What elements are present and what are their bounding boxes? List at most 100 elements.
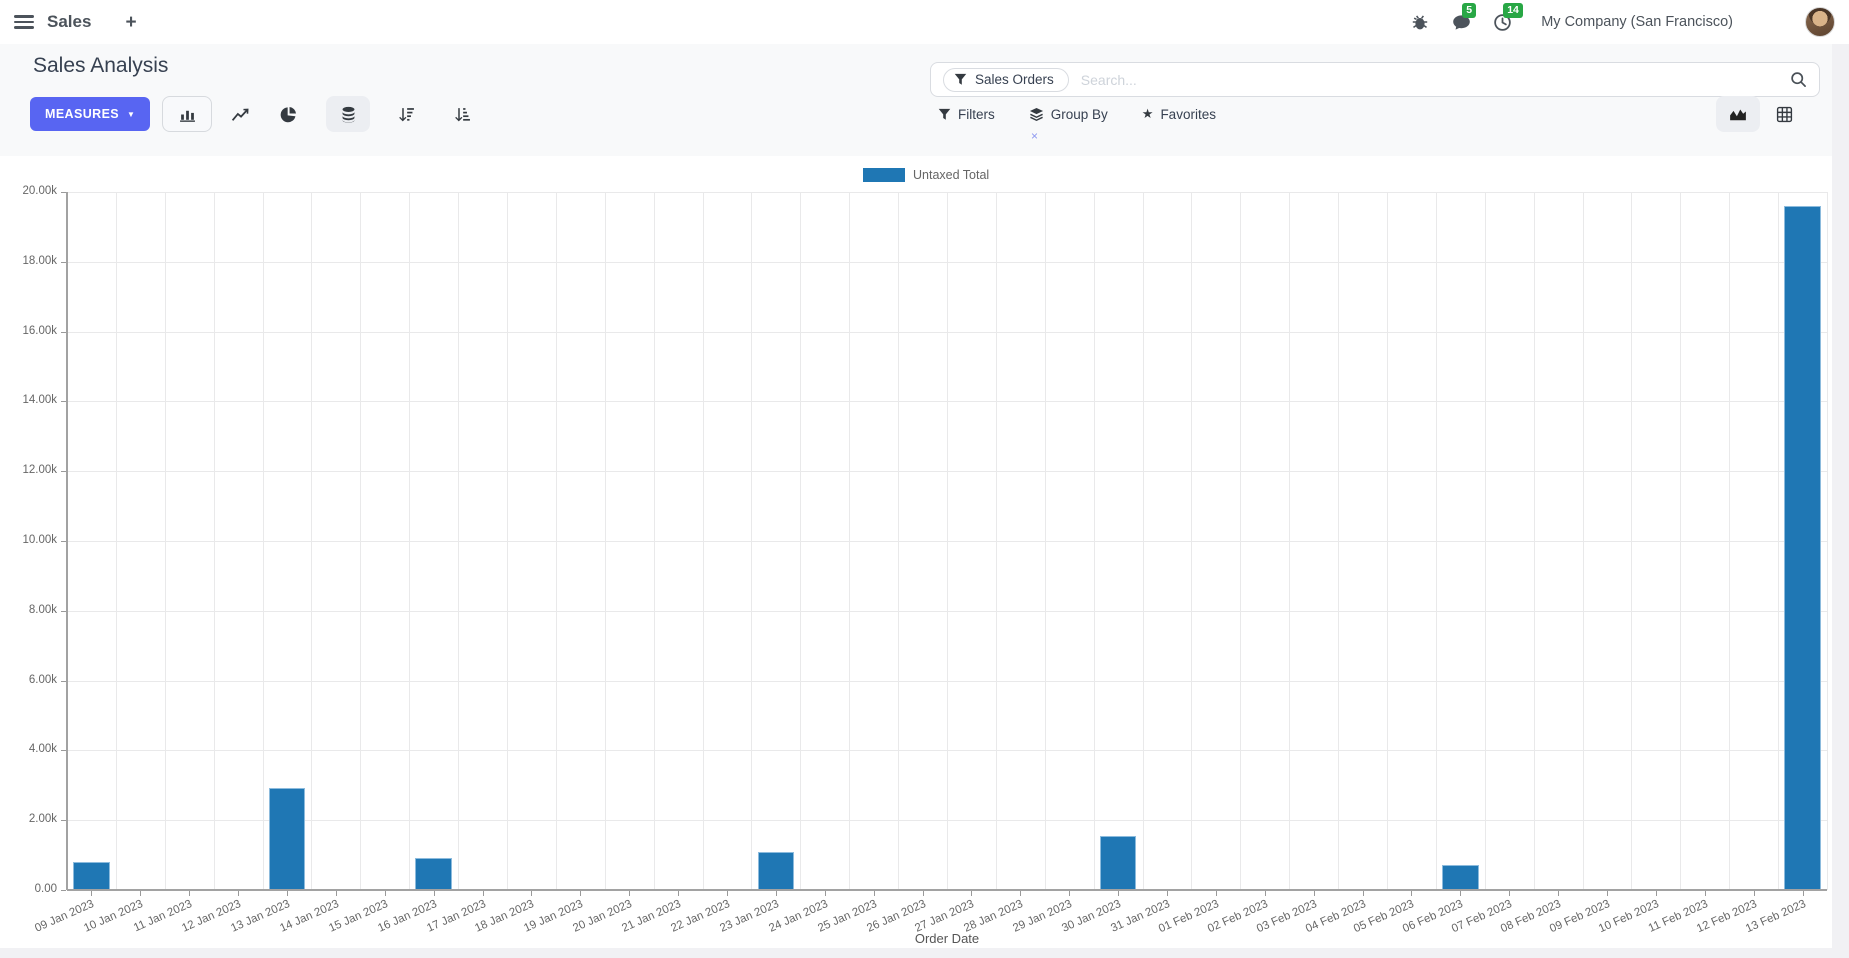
company-switcher[interactable]: My Company (San Francisco) <box>1541 14 1733 30</box>
sort-ascending-button[interactable] <box>442 96 482 132</box>
y-tick-label: 18.00k <box>22 254 57 267</box>
gridline <box>1680 192 1682 890</box>
bar-chart-button[interactable] <box>162 96 213 132</box>
y-tick <box>61 750 66 752</box>
activities-count-badge: 14 <box>1503 3 1523 19</box>
gridline <box>653 192 655 890</box>
group-by-button[interactable]: Group By <box>1029 107 1108 122</box>
layers-icon <box>1029 107 1043 121</box>
search-bar[interactable]: Sales Orders Search... <box>930 62 1820 97</box>
legend-color-swatch <box>863 168 905 182</box>
x-axis-line <box>67 889 1827 891</box>
x-tick <box>1802 891 1804 896</box>
gridline <box>1240 192 1242 890</box>
stacked-toggle-button[interactable] <box>326 96 371 132</box>
x-tick <box>335 891 337 896</box>
x-tick <box>1167 891 1168 896</box>
y-tick <box>61 680 66 682</box>
gridline <box>1289 192 1291 890</box>
gridline <box>1142 192 1144 890</box>
x-tick <box>1118 891 1120 896</box>
filter-icon <box>938 108 951 120</box>
app-menu-sales[interactable]: Sales <box>47 12 92 31</box>
gridline <box>947 192 948 890</box>
graph-view-button[interactable] <box>1716 96 1760 132</box>
bottom-edge <box>0 948 1849 958</box>
y-tick-label: 8.00k <box>28 603 57 616</box>
bar-13-feb-2023[interactable] <box>1784 205 1821 890</box>
y-tick-label: 2.00k <box>28 813 57 826</box>
y-tick <box>61 471 66 473</box>
facet-remove-icon[interactable]: × <box>1031 129 1039 143</box>
x-tick <box>873 891 875 896</box>
x-tick <box>1753 891 1755 896</box>
apps-menu-icon[interactable] <box>14 15 34 29</box>
activities-clock-icon[interactable]: 14 <box>1490 3 1523 34</box>
gridline <box>164 192 166 890</box>
y-tick <box>61 261 66 263</box>
x-tick <box>775 891 777 896</box>
x-tick <box>1069 891 1071 896</box>
systray: 5 14 My Company (San Francisco) <box>1408 3 1835 37</box>
y-tick-label: 6.00k <box>28 673 57 686</box>
x-tick <box>1362 891 1364 896</box>
favorites-button[interactable]: ★ Favorites <box>1141 106 1216 122</box>
x-tick <box>580 891 582 896</box>
x-tick <box>1704 891 1706 896</box>
y-tick-label: 0.00 <box>34 883 57 895</box>
bar-23-jan-2023[interactable] <box>757 851 795 890</box>
bug-icon[interactable] <box>1408 10 1432 34</box>
gridline <box>1631 192 1633 890</box>
y-tick <box>61 820 66 822</box>
filters-button[interactable]: Filters <box>938 107 995 122</box>
search-options-row: Filters Group By ★ Favorites <box>938 96 1216 132</box>
bar-09-jan-2023[interactable] <box>73 862 110 890</box>
x-tick <box>287 891 288 896</box>
y-tick <box>61 541 66 542</box>
legend-item-untaxed-total[interactable]: Untaxed Total <box>863 168 989 182</box>
y-tick-label: 14.00k <box>22 394 57 407</box>
gridline <box>1093 192 1095 890</box>
gridline <box>507 192 508 890</box>
y-tick <box>61 890 66 891</box>
search-icon[interactable] <box>1790 71 1807 88</box>
gridline <box>1435 192 1437 890</box>
user-avatar[interactable] <box>1805 7 1835 37</box>
pie-chart-button[interactable] <box>268 96 308 132</box>
y-tick <box>61 610 66 612</box>
sort-descending-button[interactable] <box>386 96 426 132</box>
y-tick <box>61 192 66 193</box>
gridline <box>1191 192 1193 890</box>
line-chart-button[interactable] <box>220 96 260 132</box>
x-tick <box>238 891 240 896</box>
gridline <box>311 192 313 890</box>
search-input[interactable]: Search... <box>1080 71 1137 88</box>
x-tick <box>1020 891 1022 896</box>
gridline <box>458 192 460 890</box>
measures-button[interactable]: MEASURES ▼ <box>30 97 151 131</box>
pivot-view-button[interactable] <box>1764 96 1804 132</box>
bar-16-jan-2023[interactable] <box>415 857 452 890</box>
pivot-table-icon <box>1776 106 1792 122</box>
bar-30-jan-2023[interactable] <box>1099 835 1137 890</box>
messages-icon[interactable]: 5 <box>1449 3 1477 34</box>
page-title: Sales Analysis <box>33 54 169 77</box>
x-tick <box>1558 891 1560 896</box>
bar-13-jan-2023[interactable] <box>268 788 306 890</box>
view-switcher <box>1716 96 1804 132</box>
y-tick <box>61 331 66 333</box>
search-facet-sales-orders[interactable]: Sales Orders <box>943 67 1069 92</box>
gridline <box>1484 192 1486 890</box>
gridline <box>800 192 802 890</box>
x-tick <box>531 891 533 896</box>
x-tick <box>140 891 142 896</box>
x-tick <box>433 891 435 896</box>
plus-icon[interactable]: + <box>125 11 137 33</box>
area-chart-icon <box>1730 109 1746 121</box>
bar-06-feb-2023[interactable] <box>1442 864 1479 890</box>
x-tick <box>189 891 191 896</box>
x-tick <box>1655 891 1657 896</box>
x-tick <box>482 891 484 896</box>
scrollbar-track[interactable] <box>1832 44 1849 958</box>
y-tick-label: 10.00k <box>22 534 57 546</box>
